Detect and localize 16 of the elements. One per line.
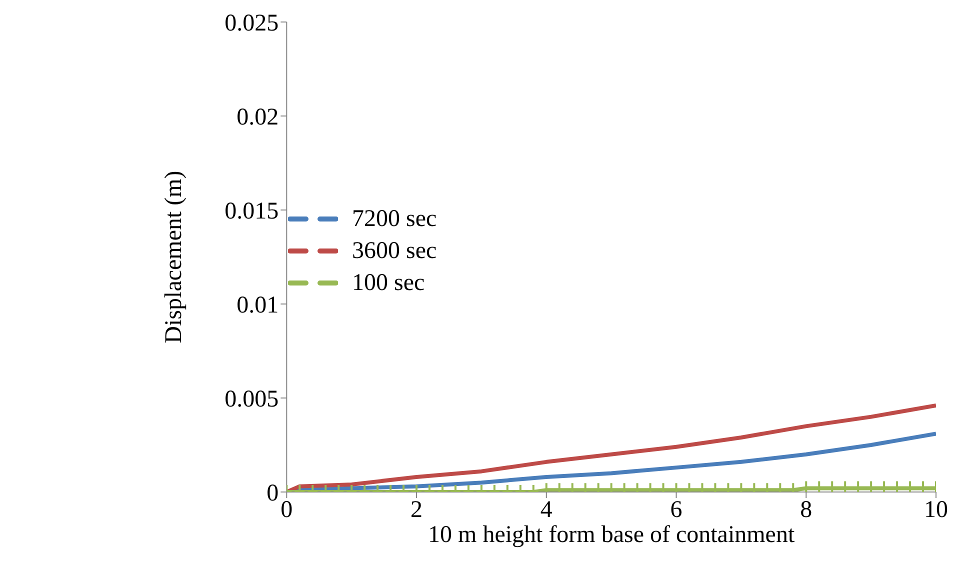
x-axis-title: 10 m height form base of containment bbox=[428, 522, 795, 548]
y-tick-label: 0 bbox=[266, 480, 279, 507]
x-tick-label: 8 bbox=[800, 497, 812, 524]
y-tick-label: 0.02 bbox=[236, 104, 279, 131]
x-tick-label: 4 bbox=[540, 497, 552, 524]
legend-label: 7200 sec bbox=[352, 206, 437, 232]
y-tick-label: 0.005 bbox=[224, 386, 279, 413]
x-tick-label: 10 bbox=[924, 497, 948, 524]
y-tick-label: 0.025 bbox=[224, 10, 279, 37]
legend-label: 3600 sec bbox=[352, 238, 437, 264]
y-axis-title: Displacement (m) bbox=[161, 170, 188, 344]
y-tick-label: 0.01 bbox=[236, 292, 279, 319]
y-tick-label: 0.015 bbox=[224, 198, 279, 225]
legend-label: 100 sec bbox=[352, 270, 425, 296]
x-tick-label: 6 bbox=[670, 497, 682, 524]
x-tick-label: 2 bbox=[410, 497, 423, 524]
